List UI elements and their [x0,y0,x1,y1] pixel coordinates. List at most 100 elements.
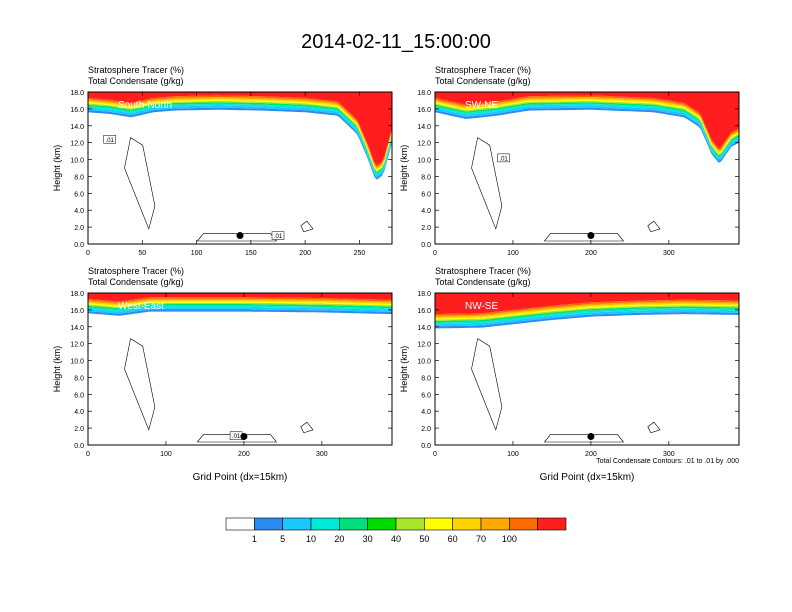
contour-note: Total Condensate Contours: .01 to .01 by… [596,458,739,465]
y-tick-label: 10.0 [417,359,431,366]
panel-2: Stratosphere Tracer (%)Total Condensate … [399,65,740,257]
panel-subtitle-tracer: Stratosphere Tracer (%) [88,65,184,75]
panel-field [435,92,739,244]
y-tick-label: 6.0 [74,392,84,399]
tracer-band [88,102,392,174]
location-marker [236,232,244,240]
y-tick-label: 0.0 [421,242,431,249]
x-tick-label: 200 [238,451,250,458]
y-tick-label: 14.0 [417,124,431,131]
panel-subtitle-tracer: Stratosphere Tracer (%) [435,266,531,276]
contour-label: .01 [232,434,241,440]
y-tick-label: 14.0 [70,124,84,131]
tracer-band [88,307,392,314]
y-tick-label: 4.0 [421,208,431,215]
y-tick-label: 12.0 [70,141,84,148]
tracer-band [88,304,392,310]
y-tick-label: 0.0 [421,443,431,450]
colorbar-label: 70 [476,534,486,544]
y-tick-label: 16.0 [417,308,431,315]
panel-subtitle-condensate: Total Condensate (g/kg) [88,277,184,287]
x-tick-label: 100 [507,250,519,257]
panel-subtitle-condensate: Total Condensate (g/kg) [435,76,531,86]
colorbar-swatch [310,517,340,531]
y-tick-label: 0.0 [74,242,84,249]
y-tick-label: 8.0 [74,174,84,181]
y-tick-label: 18.0 [417,291,431,298]
x-tick-label: 50 [138,250,146,257]
y-tick-label: 8.0 [421,375,431,382]
tracer-band [435,305,739,321]
y-tick-label: 18.0 [417,90,431,97]
condensate-contour [300,220,314,233]
x-tick-label: 0 [433,250,437,257]
condensate-contour [543,434,625,443]
tracer-band [88,300,392,306]
colorbar-label: 30 [363,534,373,544]
colorbar-label: 60 [448,534,458,544]
y-tick-label: 8.0 [421,174,431,181]
y-tick-label: 10.0 [70,158,84,165]
contour-label-box [103,135,116,144]
y-axis-label: Height (km) [52,346,62,393]
panel-field [88,92,392,244]
y-tick-label: 6.0 [421,191,431,198]
x-tick-label: 0 [86,250,90,257]
colorbar-swatch [254,517,283,531]
panel-1: Stratosphere Tracer (%)Total Condensate … [52,65,393,257]
plot-background [88,293,392,445]
y-tick-label: 2.0 [74,426,84,433]
colorbar-swatch [537,517,567,531]
tracer-band [88,103,392,176]
colorbar-swatch [424,517,453,531]
tracer-band [88,298,392,305]
colorbar-label: 1 [252,534,257,544]
location-marker [587,232,595,240]
y-tick-label: 18.0 [70,90,84,97]
plot-frame [434,292,740,446]
tracer-core [435,293,739,315]
tracer-band [88,95,392,168]
condensate-contour [471,137,503,230]
tracer-band [435,306,739,323]
y-tick-label: 14.0 [417,325,431,332]
condensate-contour [196,434,278,443]
condensate-contour [647,421,661,434]
panel-name: NW-SE [465,301,498,312]
contour-label: .01 [499,156,508,162]
x-tick-label: 200 [585,250,597,257]
contour-label-box [497,153,510,163]
colorbar-label: 5 [280,534,285,544]
y-tick-label: 8.0 [74,375,84,382]
panel-name: West-East [118,301,164,312]
tracer-band [88,301,392,307]
tracer-band [88,107,392,180]
y-tick-label: 4.0 [74,208,84,215]
y-tick-label: 12.0 [70,342,84,349]
colorbar-swatch [395,517,425,531]
tracer-band [435,304,739,320]
colorbar-swatch [509,517,538,531]
y-tick-label: 14.0 [70,325,84,332]
tracer-band [435,299,739,316]
panel-name: SW-NE [465,100,498,111]
tracer-band [88,305,392,312]
x-tick-label: 300 [316,451,328,458]
y-axis-label: Height (km) [399,145,409,192]
plot-frame [434,91,740,245]
panel-3: Stratosphere Tracer (%)Total Condensate … [52,266,393,483]
y-tick-label: 16.0 [70,107,84,114]
x-tick-label: 0 [433,451,437,458]
y-tick-label: 4.0 [74,409,84,416]
condensate-contour [647,220,661,233]
panel-4: Stratosphere Tracer (%)Total Condensate … [399,266,740,483]
condensate-contour [471,338,503,431]
x-tick-label: 200 [299,250,311,257]
colorbar-swatch [225,517,255,531]
y-tick-label: 4.0 [421,409,431,416]
y-tick-label: 18.0 [70,291,84,298]
location-marker [587,433,595,441]
panel-subtitle-condensate: Total Condensate (g/kg) [435,277,531,287]
tracer-band [88,309,392,316]
panel-subtitle-tracer: Stratosphere Tracer (%) [88,266,184,276]
